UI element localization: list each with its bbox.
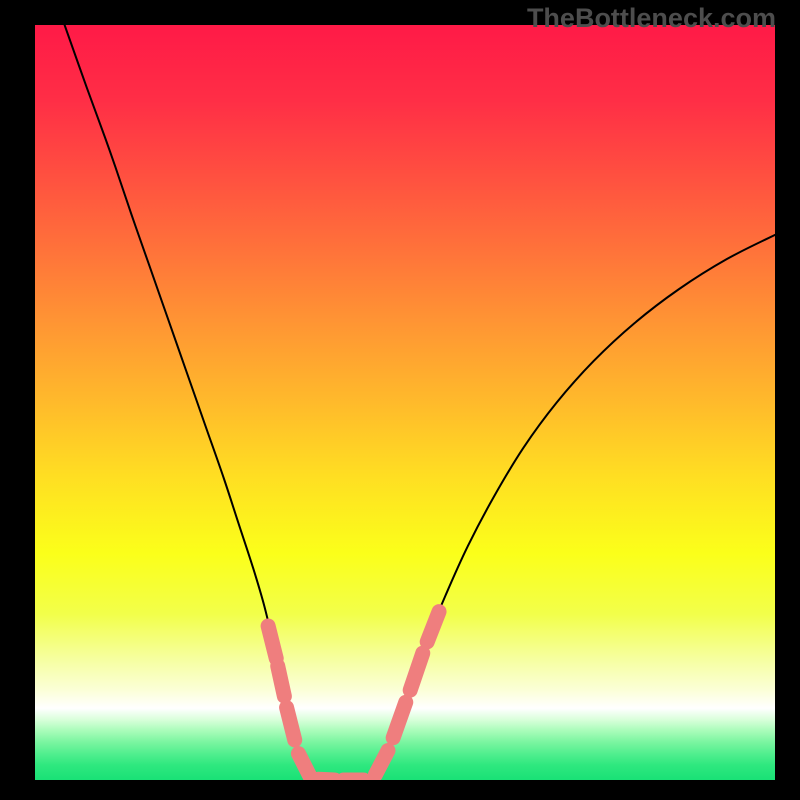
- overlay-segment: [287, 708, 295, 740]
- overlay-segment: [298, 754, 309, 776]
- chart-stage: TheBottleneck.com: [0, 0, 800, 800]
- overlay-segment: [318, 779, 334, 780]
- overlay-segment: [268, 626, 276, 658]
- watermark-label: TheBottleneck.com: [527, 3, 776, 34]
- bottleneck-chart: [35, 25, 775, 780]
- chart-background: [35, 25, 775, 780]
- overlay-segment: [278, 666, 285, 696]
